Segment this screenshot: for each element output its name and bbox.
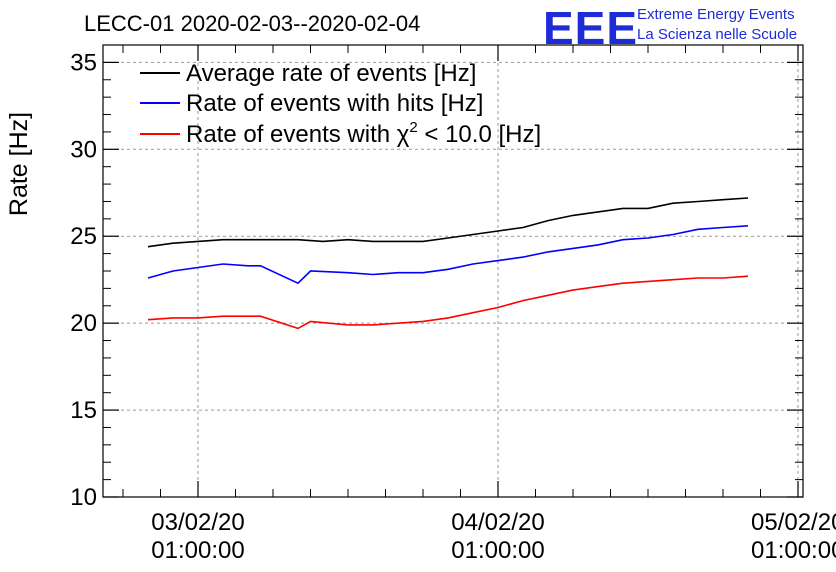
legend: Average rate of events [Hz] Rate of even… xyxy=(140,60,541,148)
series-line-average xyxy=(147,197,749,248)
series-line-chi2 xyxy=(147,275,749,330)
y-tick-label: 20 xyxy=(70,310,97,337)
legend-chi2-suffix: < 10.0 [Hz] xyxy=(418,121,541,148)
legend-chi2-exponent: 2 xyxy=(409,119,417,136)
x-tick-label-time: 01:00:00 xyxy=(151,537,244,564)
y-tick-label: 35 xyxy=(70,49,97,76)
legend-chi2-symbol: χ xyxy=(397,121,410,148)
legend-label-average: Average rate of events [Hz] xyxy=(186,60,476,87)
x-tick-label-date: 03/02/20 xyxy=(151,509,244,536)
eee-logo: EEE Extreme Energy Events La Scienza nel… xyxy=(543,2,797,54)
y-tick-label: 25 xyxy=(70,223,97,250)
y-tick-label: 30 xyxy=(70,136,97,163)
x-tick-label-date: 05/02/20 xyxy=(751,509,836,536)
eee-logo-mark: EEE xyxy=(543,2,638,54)
y-tick-label: 15 xyxy=(70,397,97,424)
axes: 10152025303503/02/2001:00:0004/02/2001:0… xyxy=(70,44,836,564)
y-tick-label: 10 xyxy=(70,484,97,511)
series-line-hits xyxy=(147,225,749,285)
legend-label-chi2: Rate of events with χ2 < 10.0 [Hz] xyxy=(186,119,541,148)
y-axis-label: Rate [Hz] xyxy=(5,112,33,216)
grid-lines xyxy=(103,45,803,497)
legend-label-hits: Rate of events with hits [Hz] xyxy=(186,90,483,117)
x-tick-label-time: 01:00:00 xyxy=(451,537,544,564)
legend-chi2-prefix: Rate of events with xyxy=(186,121,397,148)
plot-frame xyxy=(102,44,804,498)
series-lines xyxy=(147,197,749,330)
eee-logo-line1: Extreme Energy Events xyxy=(637,6,795,23)
chart-title: LECC-01 2020-02-03--2020-02-04 xyxy=(84,11,420,36)
x-tick-label-date: 04/02/20 xyxy=(451,509,544,536)
eee-logo-line2: La Scienza nelle Scuole xyxy=(637,26,797,43)
x-tick-label-time: 01:00:00 xyxy=(751,537,836,564)
